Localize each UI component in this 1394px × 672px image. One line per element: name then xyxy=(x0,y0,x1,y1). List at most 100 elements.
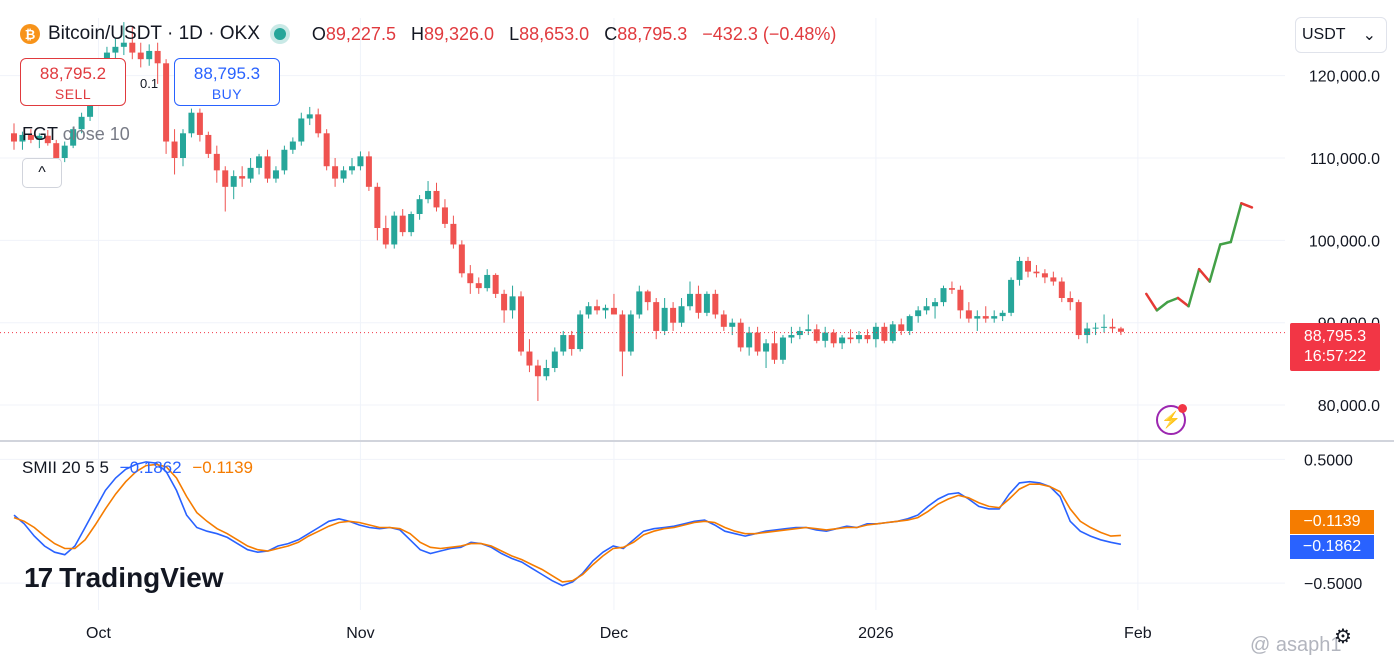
candle xyxy=(1016,256,1023,286)
candle xyxy=(965,302,972,323)
candle xyxy=(661,298,668,336)
candle-body xyxy=(813,329,820,341)
symbol-title[interactable]: Bitcoin/USDT · 1D · OKX xyxy=(48,23,260,44)
candle xyxy=(458,240,465,278)
gear-icon[interactable]: ⚙ xyxy=(1334,626,1352,648)
bitcoin-icon: ₿ xyxy=(20,24,40,44)
fgt-indicator-label[interactable]: FGT close 10 xyxy=(22,124,130,144)
candle xyxy=(433,182,440,212)
candle xyxy=(813,324,820,344)
candle xyxy=(568,330,575,356)
candle xyxy=(374,182,381,241)
candle xyxy=(991,310,998,323)
candle xyxy=(948,281,955,294)
buy-button[interactable]: 88,795.3 BUY xyxy=(174,58,280,106)
candle-body xyxy=(36,135,43,140)
candle-body xyxy=(492,274,499,294)
forecast-segment xyxy=(1155,300,1169,312)
candle xyxy=(391,211,398,249)
candle-body xyxy=(974,316,981,319)
candle xyxy=(315,108,322,138)
candle xyxy=(27,129,34,144)
candle-body xyxy=(906,316,913,331)
candle xyxy=(551,347,558,373)
candle xyxy=(670,302,677,331)
candle-body xyxy=(11,133,17,142)
candle-body xyxy=(298,118,305,142)
candle xyxy=(585,302,592,319)
candle xyxy=(264,149,271,183)
candle-body xyxy=(247,167,254,179)
candle-body xyxy=(425,190,432,200)
candle-body xyxy=(1050,277,1057,282)
candle-body xyxy=(509,296,516,311)
signal-value-tag: −0.1139 xyxy=(1290,510,1374,534)
forecast-segment xyxy=(1166,296,1180,304)
candle-body xyxy=(1033,271,1040,274)
candle-body xyxy=(898,324,905,331)
lightning-icon[interactable]: ⚡ xyxy=(1156,404,1187,435)
candle-body xyxy=(467,273,474,284)
candle-body xyxy=(1075,302,1082,336)
candle xyxy=(577,310,584,352)
smii-indicator-label[interactable]: SMII 20 5 5 −0.1862 −0.1139 xyxy=(22,458,254,477)
candle-body xyxy=(163,63,170,142)
candle-body xyxy=(982,316,989,319)
currency-select[interactable]: USDT ⌄ xyxy=(1295,17,1387,53)
price-tick-label: 80,000.0 xyxy=(1318,398,1380,415)
candle-body xyxy=(349,166,355,171)
candle xyxy=(188,108,195,138)
candle xyxy=(712,289,719,319)
candle xyxy=(70,126,77,149)
candle-body xyxy=(577,314,584,350)
candle-body xyxy=(864,335,871,340)
candle-body xyxy=(391,215,398,245)
forecast-segment xyxy=(1187,267,1201,308)
market-status-icon[interactable] xyxy=(273,28,286,40)
spread-value: 0.1 xyxy=(140,76,159,91)
candle xyxy=(1033,265,1040,278)
forecast-segment xyxy=(1197,267,1211,283)
candle-body xyxy=(712,293,719,315)
candle-body xyxy=(365,156,372,187)
candle-body xyxy=(129,42,136,53)
candle-body xyxy=(44,135,51,144)
collapse-indicators-button[interactable]: ^ xyxy=(22,158,62,188)
candle xyxy=(298,112,305,146)
candle-body xyxy=(991,316,998,319)
candle-body xyxy=(188,112,195,134)
candle-body xyxy=(805,329,812,331)
price-tick-label: 120,000.0 xyxy=(1309,69,1380,86)
candle xyxy=(1008,277,1015,317)
candle xyxy=(154,42,161,84)
candle xyxy=(1101,314,1108,333)
forecast-segment xyxy=(1218,240,1233,246)
forecast-segment xyxy=(1176,296,1190,308)
candle-body xyxy=(627,314,634,352)
time-axis: Oct Nov Dec 2026 Feb xyxy=(86,625,1152,642)
candle-body xyxy=(450,223,457,245)
candle-body xyxy=(196,112,203,135)
candle-body xyxy=(746,332,753,348)
candle-body xyxy=(416,199,423,214)
candle xyxy=(610,293,617,315)
candle xyxy=(1092,322,1099,336)
candle xyxy=(450,215,457,249)
candle xyxy=(129,26,136,60)
candle-body xyxy=(1084,328,1091,336)
candle xyxy=(1075,299,1082,340)
sell-button[interactable]: 88,795.2 SELL xyxy=(20,58,126,106)
candle xyxy=(619,310,626,377)
candle xyxy=(974,310,981,331)
candle-body xyxy=(137,52,144,60)
tradingview-logo[interactable]: 17 TradingView xyxy=(24,562,224,593)
candle xyxy=(272,166,279,183)
candle xyxy=(247,158,254,183)
candle xyxy=(289,137,296,154)
candle xyxy=(441,199,448,228)
candle xyxy=(644,289,651,311)
candle xyxy=(484,269,491,292)
candle-body xyxy=(70,129,77,146)
forecast-segment xyxy=(1240,202,1254,209)
